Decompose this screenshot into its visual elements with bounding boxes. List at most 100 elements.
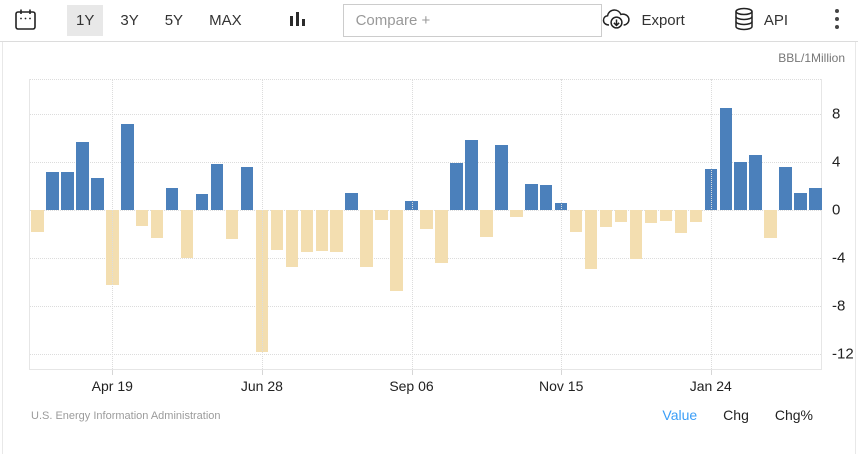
data-bar[interactable] (764, 210, 777, 238)
y-axis-tick-label: -8 (832, 297, 846, 315)
grid-line-vertical (112, 79, 114, 369)
data-bar[interactable] (809, 188, 822, 210)
data-bar[interactable] (195, 194, 209, 210)
menu-button[interactable] (834, 8, 840, 33)
range-button-5y[interactable]: 5Y (164, 12, 184, 29)
calendar-icon (14, 8, 37, 34)
y-axis-tick-label: 4 (832, 153, 841, 171)
data-bar[interactable] (225, 210, 239, 239)
data-bar[interactable] (599, 210, 613, 227)
data-bar[interactable] (345, 193, 358, 210)
data-bar[interactable] (91, 177, 104, 211)
x-axis-tick-label: Sep 06 (389, 378, 434, 394)
data-bar[interactable] (76, 141, 89, 210)
mode-link-chg[interactable]: Chg (723, 407, 749, 423)
data-bar[interactable] (300, 210, 314, 253)
x-axis-tick-mark (261, 370, 263, 375)
grid-line-vertical (411, 79, 413, 369)
data-bar[interactable] (270, 210, 284, 250)
plot-area: 8 4 0 -4 -8 -12 Apr 19 Jun 28 Sep 06 Nov 15 Jan 24 (29, 79, 854, 394)
data-bar[interactable] (135, 210, 149, 226)
grid-line-horizontal (30, 79, 821, 80)
source-attribution: U.S. Energy Information Administration (31, 410, 221, 422)
x-axis-tick-label: Nov 15 (539, 378, 584, 394)
grid-line-horizontal (30, 113, 821, 115)
data-bar[interactable] (61, 171, 74, 211)
data-bar[interactable] (375, 210, 388, 220)
data-bar[interactable] (510, 210, 523, 218)
data-bar[interactable] (330, 210, 343, 253)
data-bar[interactable] (315, 210, 329, 251)
range-button-max[interactable]: MAX (209, 12, 242, 29)
x-axis-tick-mark (112, 370, 114, 375)
data-bar[interactable] (779, 166, 792, 211)
data-bar[interactable] (629, 210, 643, 260)
data-bar[interactable] (749, 154, 762, 211)
data-bar[interactable] (569, 210, 583, 232)
grid-line-vertical (710, 79, 712, 369)
data-bar[interactable] (480, 210, 493, 237)
x-axis-tick-mark (411, 370, 413, 375)
data-bar[interactable] (360, 210, 373, 267)
api-button[interactable]: API (733, 7, 788, 35)
data-bar[interactable] (150, 210, 164, 238)
range-button-1y[interactable]: 1Y (67, 5, 104, 36)
data-bar[interactable] (689, 210, 703, 223)
x-axis-tick-label: Apr 19 (91, 378, 133, 394)
data-bar[interactable] (450, 163, 463, 211)
data-bar[interactable] (121, 123, 134, 211)
mode-link-value[interactable]: Value (662, 407, 698, 423)
export-label: Export (641, 12, 685, 29)
kebab-icon (834, 8, 840, 33)
range-group: 1Y 3Y 5Y MAX (67, 5, 251, 36)
grid-line-horizontal (30, 306, 821, 308)
grid-line-horizontal (30, 258, 821, 260)
x-axis-tick-mark (710, 370, 712, 375)
data-bar[interactable] (180, 210, 194, 259)
range-button-3y[interactable]: 3Y (120, 12, 139, 29)
data-bar[interactable] (614, 210, 628, 223)
data-bar[interactable] (420, 210, 433, 230)
y-axis-tick-label: 0 (832, 201, 841, 219)
data-bar[interactable] (719, 107, 733, 211)
grid-line-vertical (261, 79, 263, 369)
toolbar-right: Export API (602, 7, 844, 35)
data-bar[interactable] (734, 162, 747, 211)
data-bar[interactable] (794, 193, 807, 210)
data-bar[interactable] (285, 210, 299, 267)
data-bar[interactable] (210, 164, 224, 211)
data-bar[interactable] (525, 183, 538, 211)
x-axis-tick-label: Jun 28 (240, 378, 283, 394)
cloud-download-icon (602, 8, 632, 34)
data-bar[interactable] (584, 210, 598, 269)
grid-line-horizontal (30, 162, 821, 163)
data-bar[interactable] (240, 166, 254, 211)
column-chart-icon (289, 9, 307, 32)
api-label: API (763, 12, 788, 29)
data-bar[interactable] (495, 145, 508, 210)
data-bar[interactable] (165, 188, 179, 210)
y-axis-tick-label: -12 (832, 345, 854, 363)
toolbar: 1Y 3Y 5Y MAX (0, 0, 858, 42)
data-bar[interactable] (644, 210, 658, 224)
data-bar[interactable] (659, 210, 673, 221)
calendar-button[interactable] (14, 8, 37, 34)
compare-input[interactable] (342, 4, 603, 37)
x-axis-tick-mark (561, 370, 563, 375)
data-bar[interactable] (46, 171, 59, 211)
data-bar[interactable] (539, 184, 553, 211)
mode-link-chgpct[interactable]: Chg% (774, 407, 813, 423)
y-axis-tick-label: 8 (832, 105, 841, 123)
export-button[interactable]: Export (602, 8, 685, 34)
chart-type-button[interactable] (289, 9, 307, 32)
data-bar[interactable] (465, 140, 478, 210)
unit-label: BBL/1Million (778, 51, 845, 65)
grid-line-vertical (561, 79, 563, 369)
data-bar[interactable] (674, 210, 688, 233)
y-axis-tick-label: -4 (832, 249, 846, 267)
data-bar[interactable] (31, 210, 44, 232)
data-bar[interactable] (435, 210, 448, 263)
data-bar[interactable] (390, 210, 403, 291)
grid-line-horizontal (30, 354, 821, 356)
